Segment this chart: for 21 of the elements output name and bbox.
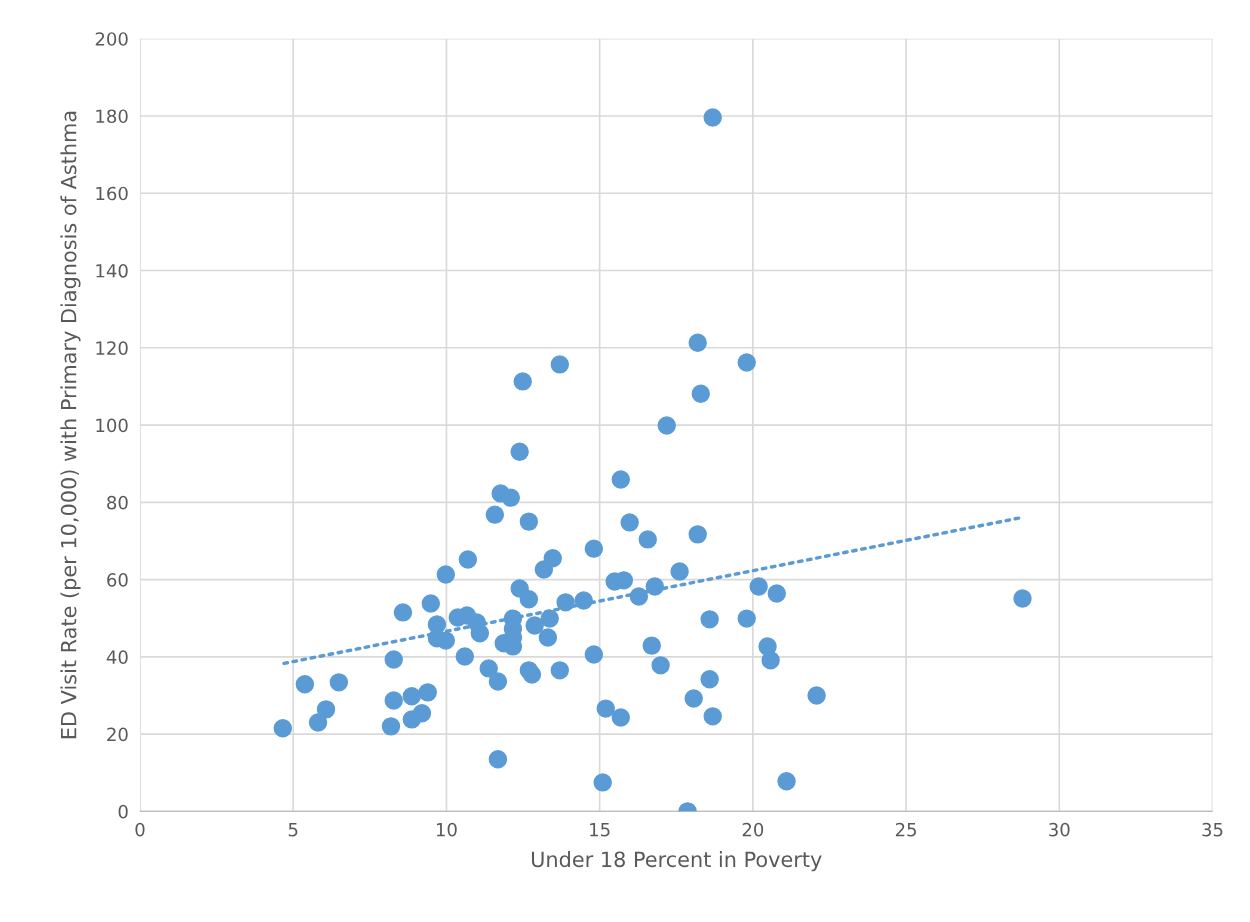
y-tick-label: 120 [96, 341, 128, 355]
y-tick-label: 180 [96, 109, 128, 124]
x-tick-label: 5 [288, 823, 298, 837]
y-tick-label: 60 [107, 573, 128, 587]
y-axis-title: ED Visit Rate (per 10,000) with Primary Diagnosis of Asthma [60, 111, 81, 739]
y-tick-label: 160 [96, 186, 128, 201]
y-tick-label: 40 [106, 650, 128, 664]
y-tick-label: 20 [107, 727, 128, 742]
x-tick-label: 30 [1049, 822, 1070, 837]
y-tick-label: 200 [95, 32, 128, 46]
y-tick-label: 100 [96, 418, 128, 433]
x-axis-title: Under 18 Percent in Poverty [531, 851, 822, 872]
x-tick-label: 35 [1202, 822, 1223, 837]
y-tick-label: 0 [118, 804, 128, 819]
x-tick-label: 15 [590, 823, 610, 837]
x-tick-label: 25 [895, 822, 916, 837]
x-tick-label: 0 [135, 822, 145, 837]
x-tick-label: 20 [742, 822, 764, 837]
x-tick-label: 10 [436, 822, 457, 837]
y-tick-label: 80 [107, 495, 128, 510]
y-tick-label: 140 [96, 263, 128, 278]
